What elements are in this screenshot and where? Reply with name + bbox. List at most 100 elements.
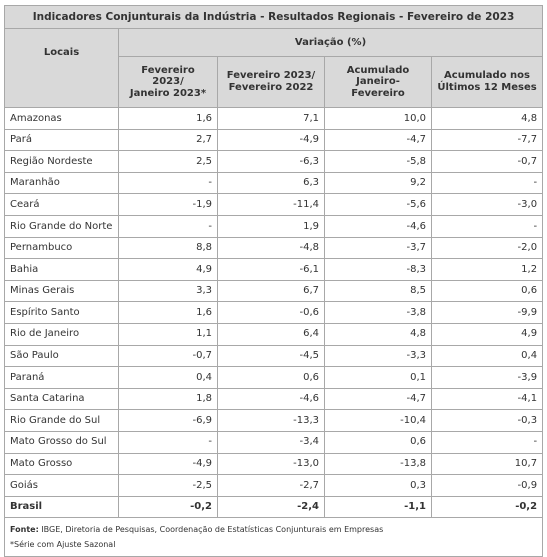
- value-cell: 8,8: [118, 236, 218, 260]
- value-cell: 1,1: [118, 322, 218, 346]
- location-cell: Goiás: [4, 474, 119, 497]
- table-row: Rio Grande do Sul -6,9 -13,3 -10,4 -0,3: [4, 409, 544, 432]
- table-title: Indicadores Conjunturais da Indústria - …: [3, 5, 544, 29]
- locais-header: Locais: [4, 28, 119, 108]
- value-cell: -0,2: [430, 495, 544, 519]
- column-header-line: Últimos 12 Meses: [437, 81, 537, 93]
- value-cell: 2,5: [118, 150, 218, 173]
- value-cell: 4,9: [118, 258, 218, 281]
- column-header-year-to-date: Acumulado Janeiro-Fevereiro: [324, 55, 432, 109]
- value-cell: 4,8: [430, 107, 544, 130]
- value-cell: -5,8: [324, 150, 432, 173]
- value-cell: -4,5: [217, 344, 325, 368]
- value-cell: 1,8: [118, 387, 218, 411]
- value-cell: -3,3: [324, 344, 432, 368]
- value-cell: -0,3: [430, 409, 544, 432]
- value-cell: -3,0: [430, 193, 544, 216]
- value-cell: 6,3: [217, 171, 325, 195]
- source-text: IBGE, Diretoria de Pesquisas, Coordenaçã…: [38, 525, 384, 535]
- value-cell: 10,0: [324, 107, 432, 130]
- value-cell: -11,4: [217, 193, 325, 216]
- value-cell: -: [118, 171, 218, 195]
- column-header-last-12-months: Acumulado nos Últimos 12 Meses: [430, 55, 544, 109]
- column-header-line: Fevereiro 2022: [228, 81, 314, 93]
- value-cell: -3,9: [430, 366, 544, 389]
- value-cell: -3,8: [324, 301, 432, 324]
- value-cell: 0,4: [430, 344, 544, 368]
- value-cell: 1,2: [430, 258, 544, 281]
- value-cell: 6,4: [217, 322, 325, 346]
- value-cell: -2,7: [217, 474, 325, 497]
- value-cell: -4,9: [118, 452, 218, 476]
- table-row: Rio de Janeiro 1,1 6,4 4,8 4,9: [4, 322, 544, 346]
- value-cell: -5,6: [324, 193, 432, 216]
- value-cell: -6,9: [118, 409, 218, 432]
- value-cell: -13,8: [324, 452, 432, 476]
- table-body: Amazonas 1,6 7,1 10,0 4,8 Pará 2,7 -4,9 -4,7 -7,…: [4, 107, 544, 519]
- location-cell: Brasil: [4, 495, 119, 519]
- value-cell: -13,3: [217, 409, 325, 432]
- value-cell: 0,6: [430, 279, 544, 303]
- table-row: Rio Grande do Norte -1,9 -4,6-: [4, 214, 544, 238]
- value-cell: -4,6: [217, 387, 325, 411]
- value-cell: -13,0: [217, 452, 325, 476]
- column-header-line: Acumulado: [346, 64, 410, 76]
- value-cell: -2,0: [430, 236, 544, 260]
- table-row: Região Nordeste 2,5 -6,3 -5,8 -0,7: [4, 150, 544, 173]
- location-cell: Amazonas: [4, 107, 119, 130]
- location-cell: Santa Catarina: [4, 387, 119, 411]
- value-cell: -0,2: [118, 495, 218, 519]
- value-cell: -1,1: [324, 495, 432, 519]
- value-cell: 0,4: [118, 366, 218, 389]
- location-cell: Espírito Santo: [4, 301, 119, 324]
- value-cell: -2,5: [118, 474, 218, 497]
- location-cell: Bahia: [4, 258, 119, 281]
- seasonal-adjustment-note: *Série com Ajuste Sazonal: [10, 540, 116, 550]
- value-cell: -: [430, 214, 544, 238]
- location-cell: Paraná: [4, 366, 119, 389]
- table-row: Mato Grosso -4,9 -13,0 -13,8 10,7: [4, 452, 544, 476]
- table-row: Ceará -1,9 -11,4 -5,6 -3,0: [4, 193, 544, 216]
- value-cell: 4,8: [324, 322, 432, 346]
- column-header-month-over-month: Fevereiro 2023/ Janeiro 2023*: [118, 55, 218, 109]
- location-cell: Mato Grosso do Sul: [4, 430, 119, 454]
- value-cell: -0,7: [430, 150, 544, 173]
- value-cell: 0,6: [324, 430, 432, 454]
- column-header-line: Janeiro-Fevereiro: [351, 76, 405, 99]
- table-row: Bahia 4,9 -6,1 -8,3 1,2: [4, 258, 544, 281]
- value-cell: -: [118, 214, 218, 238]
- table-row: Mato Grosso do Sul - -3,4 0,6-: [4, 430, 544, 454]
- total-row: Brasil -0,2 -2,4 -1,1 -0,2: [4, 495, 544, 519]
- value-cell: 10,7: [430, 452, 544, 476]
- value-cell: -0,9: [430, 474, 544, 497]
- column-header-line: Fevereiro 2023/: [141, 64, 195, 88]
- value-cell: -6,3: [217, 150, 325, 173]
- location-cell: Minas Gerais: [4, 279, 119, 303]
- location-cell: Rio de Janeiro: [4, 322, 119, 346]
- table-footer: Fonte: IBGE, Diretoria de Pesquisas, Coo…: [3, 517, 544, 557]
- value-cell: 0,6: [217, 366, 325, 389]
- value-cell: -3,7: [324, 236, 432, 260]
- location-cell: Rio Grande do Sul: [4, 409, 119, 432]
- value-cell: 3,3: [118, 279, 218, 303]
- table-row: Pará 2,7 -4,9 -4,7 -7,7: [4, 128, 544, 152]
- value-cell: 1,9: [217, 214, 325, 238]
- source-label: Fonte:: [10, 525, 39, 535]
- table-row: São Paulo -0,7 -4,5 -3,3 0,4: [4, 344, 544, 368]
- location-cell: Região Nordeste: [4, 150, 119, 173]
- table-row: Amazonas 1,6 7,1 10,0 4,8: [4, 107, 544, 130]
- value-cell: 1,6: [118, 301, 218, 324]
- value-cell: 9,2: [324, 171, 432, 195]
- value-cell: 0,1: [324, 366, 432, 389]
- value-cell: 8,5: [324, 279, 432, 303]
- location-cell: Rio Grande do Norte: [4, 214, 119, 238]
- value-cell: -: [430, 430, 544, 454]
- table-row: Santa Catarina 1,8 -4,6 -4,7 -4,1: [4, 387, 544, 411]
- value-cell: -: [430, 171, 544, 195]
- table-row: Minas Gerais 3,3 6,7 8,5 0,6: [4, 279, 544, 303]
- table-row: Maranhão -6,3 9,2-: [4, 171, 544, 195]
- value-cell: 4,9: [430, 322, 544, 346]
- value-cell: -4,6: [324, 214, 432, 238]
- value-cell: -6,1: [217, 258, 325, 281]
- table-row: Pernambuco 8,8 -4,8 -3,7 -2,0: [4, 236, 544, 260]
